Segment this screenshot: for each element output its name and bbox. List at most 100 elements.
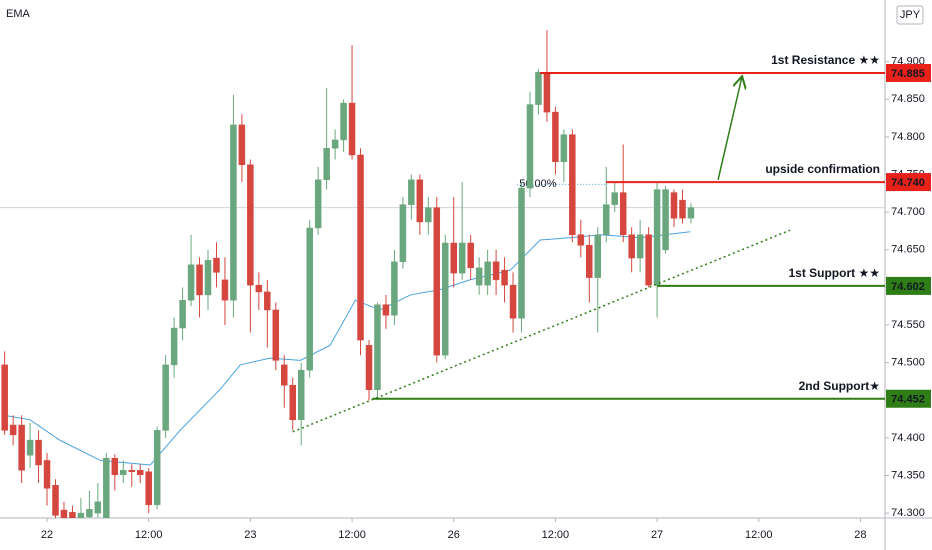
candle-body bbox=[501, 269, 508, 286]
y-tick-label: 74.500 bbox=[891, 357, 925, 369]
candle-body bbox=[645, 234, 652, 286]
level-name: upside confirmation bbox=[765, 162, 880, 176]
candle-body bbox=[543, 71, 551, 113]
x-tick-label: 22 bbox=[41, 529, 53, 541]
level-name: 2nd Support★ bbox=[799, 379, 880, 393]
candle-body bbox=[467, 242, 474, 269]
candle-body bbox=[679, 199, 686, 219]
indicator-label: EMA bbox=[6, 8, 31, 20]
candle-body bbox=[552, 111, 559, 163]
candle-body bbox=[86, 509, 93, 518]
y-tick-label: 74.850 bbox=[891, 93, 925, 105]
candle-body bbox=[255, 284, 263, 293]
currency-label: JPY bbox=[900, 9, 921, 21]
plot-area: 50.00% bbox=[0, 30, 885, 518]
level-price-box bbox=[886, 173, 931, 192]
level-price-label: 74.740 bbox=[891, 177, 925, 189]
candle-body bbox=[670, 192, 678, 219]
candle-body bbox=[247, 164, 254, 286]
candle-body bbox=[179, 299, 186, 329]
candle-body bbox=[594, 234, 602, 278]
x-tick-label: 12:00 bbox=[338, 529, 366, 541]
candle-body bbox=[408, 179, 415, 205]
candle-body bbox=[492, 261, 500, 281]
candle-body bbox=[162, 364, 169, 431]
candle-body bbox=[297, 369, 305, 421]
x-tick-label: 23 bbox=[244, 529, 256, 541]
candle-body bbox=[60, 509, 68, 518]
candle-body bbox=[43, 460, 51, 489]
x-tick-label: 28 bbox=[854, 529, 866, 541]
candle-body bbox=[221, 279, 229, 301]
x-tick-label: 12:00 bbox=[745, 529, 773, 541]
level-price-box bbox=[886, 389, 931, 408]
candle-body bbox=[348, 102, 356, 156]
candle-body bbox=[450, 242, 457, 274]
candle-body bbox=[187, 264, 195, 301]
candle-body bbox=[331, 139, 339, 149]
candle-body bbox=[526, 104, 534, 189]
candle-body bbox=[662, 189, 669, 251]
candle-body bbox=[120, 469, 127, 475]
candle-body bbox=[111, 457, 119, 475]
x-tick-label: 12:00 bbox=[542, 529, 570, 541]
candle-body bbox=[628, 234, 635, 259]
candle-body bbox=[9, 424, 17, 436]
candle-body bbox=[136, 469, 144, 475]
candle-body bbox=[340, 102, 347, 141]
y-tick-label: 74.650 bbox=[891, 244, 925, 256]
fib-label: 50.00% bbox=[519, 178, 557, 190]
candle-body bbox=[374, 304, 381, 390]
candle-body bbox=[196, 264, 203, 296]
ema-line bbox=[3, 231, 691, 466]
candle-body bbox=[560, 134, 568, 163]
candle-body bbox=[442, 242, 449, 356]
y-tick-label: 74.400 bbox=[891, 432, 925, 444]
candle-body bbox=[535, 71, 542, 105]
candle-body bbox=[238, 124, 246, 166]
candle-body bbox=[145, 471, 152, 506]
candle-body bbox=[213, 257, 220, 273]
candle-body bbox=[425, 207, 432, 223]
candle-body bbox=[611, 192, 618, 205]
candle-body bbox=[26, 439, 34, 456]
candle-body bbox=[272, 309, 280, 361]
candle-body bbox=[77, 512, 85, 518]
y-tick-label: 74.800 bbox=[891, 131, 925, 143]
x-tick-label: 26 bbox=[448, 529, 460, 541]
candle-body bbox=[306, 227, 313, 371]
candle-body bbox=[52, 485, 59, 516]
level-name: 1st Resistance ★★ bbox=[771, 53, 880, 67]
level-price-box bbox=[886, 276, 931, 295]
candle-body bbox=[35, 439, 42, 466]
candle-body bbox=[391, 261, 398, 316]
candle-body bbox=[69, 512, 76, 518]
candle-body bbox=[509, 284, 517, 319]
candle-body bbox=[264, 291, 271, 311]
candle-body bbox=[170, 327, 178, 366]
candle-body bbox=[569, 134, 576, 235]
candle-body bbox=[365, 345, 373, 390]
candle-body bbox=[18, 424, 25, 471]
candle-body bbox=[484, 261, 491, 286]
level-price-label: 74.885 bbox=[891, 68, 925, 80]
candle-body bbox=[357, 154, 364, 341]
candle-body bbox=[433, 207, 441, 356]
candle-body bbox=[204, 260, 212, 296]
candle-body bbox=[619, 192, 627, 235]
x-tick-label: 12:00 bbox=[135, 529, 163, 541]
level-price-label: 74.452 bbox=[891, 394, 925, 406]
projection-arrow bbox=[717, 77, 742, 180]
trendline bbox=[292, 229, 791, 433]
candle-body bbox=[382, 304, 390, 316]
candle-body bbox=[687, 207, 695, 219]
y-tick-label: 74.700 bbox=[891, 206, 925, 218]
candle-body bbox=[94, 501, 102, 514]
candle-body bbox=[281, 364, 288, 386]
x-tick-label: 27 bbox=[651, 529, 663, 541]
candle-body bbox=[230, 124, 237, 301]
candle-body bbox=[577, 234, 585, 246]
level-price-label: 74.602 bbox=[891, 281, 925, 293]
y-tick-label: 74.300 bbox=[891, 507, 925, 519]
